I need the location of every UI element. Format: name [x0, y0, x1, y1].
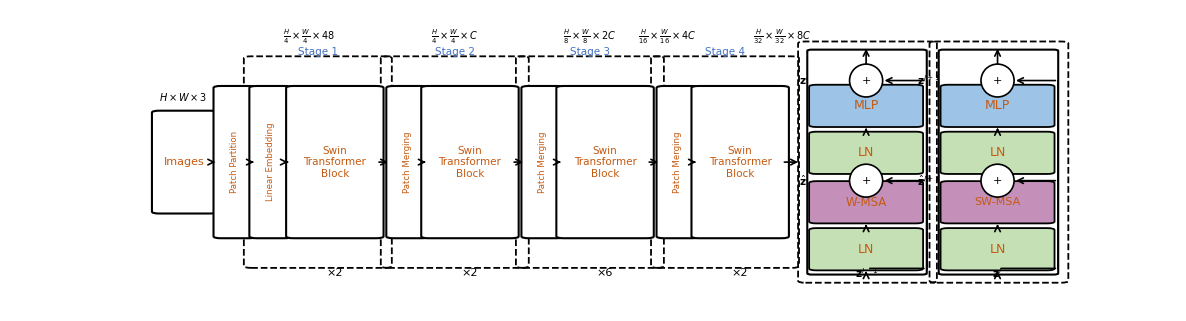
Text: Patch Partition: Patch Partition: [230, 131, 240, 193]
FancyBboxPatch shape: [940, 85, 1054, 127]
Text: $\frac{H}{8}\times\frac{W}{8}\times 2C$: $\frac{H}{8}\times\frac{W}{8}\times 2C$: [563, 28, 617, 46]
Text: $+$: $+$: [861, 175, 872, 186]
Text: Stage 2: Stage 2: [435, 47, 474, 57]
Text: $\mathbf{z}^{l}$: $\mathbf{z}^{l}$: [993, 266, 1002, 280]
FancyBboxPatch shape: [522, 86, 563, 238]
Text: $\frac{H}{4}\times\frac{W}{4}\times 48$: $\frac{H}{4}\times\frac{W}{4}\times 48$: [282, 28, 334, 46]
Text: Stage 1: Stage 1: [298, 47, 338, 57]
FancyBboxPatch shape: [421, 86, 518, 238]
Text: $\frac{H}{32}\times\frac{W}{32}\times 8C$: $\frac{H}{32}\times\frac{W}{32}\times 8C…: [753, 28, 812, 46]
FancyBboxPatch shape: [809, 132, 923, 174]
Text: SW-MSA: SW-MSA: [975, 197, 1021, 207]
Text: Patch Merging: Patch Merging: [674, 131, 682, 193]
Text: $\frac{H}{4}\times\frac{W}{4}\times C$: $\frac{H}{4}\times\frac{W}{4}\times C$: [432, 28, 478, 46]
Text: Patch Merging: Patch Merging: [538, 131, 547, 193]
Text: $+$: $+$: [993, 175, 1002, 186]
Text: LN: LN: [857, 243, 874, 256]
Text: $\mathbf{z}^{l-1}$: $\mathbf{z}^{l-1}$: [855, 266, 878, 280]
FancyBboxPatch shape: [809, 228, 923, 270]
Text: Swin
Transformer
Block: Swin Transformer Block: [574, 145, 637, 179]
Text: $H\times W\times 3$: $H\times W\times 3$: [159, 91, 208, 103]
Ellipse shape: [849, 64, 882, 97]
Text: ×2: ×2: [732, 268, 748, 278]
FancyBboxPatch shape: [940, 228, 1054, 270]
Text: $+$: $+$: [861, 75, 872, 86]
Text: W-MSA: W-MSA: [846, 196, 887, 209]
Text: Swin
Transformer
Block: Swin Transformer Block: [439, 145, 502, 179]
Text: Stage 4: Stage 4: [704, 47, 745, 57]
Text: Swin
Transformer
Block: Swin Transformer Block: [304, 145, 366, 179]
Text: ×2: ×2: [326, 268, 343, 278]
Text: MLP: MLP: [854, 100, 879, 112]
Text: Stage 3: Stage 3: [570, 47, 610, 57]
Text: LN: LN: [989, 243, 1006, 256]
FancyBboxPatch shape: [152, 111, 217, 213]
FancyBboxPatch shape: [940, 181, 1054, 223]
Ellipse shape: [981, 64, 1014, 97]
FancyBboxPatch shape: [286, 86, 383, 238]
Text: LN: LN: [989, 146, 1006, 159]
FancyBboxPatch shape: [809, 85, 923, 127]
Text: Swin
Transformer
Block: Swin Transformer Block: [709, 145, 772, 179]
Text: Patch Merging: Patch Merging: [403, 131, 412, 193]
FancyBboxPatch shape: [940, 132, 1054, 174]
Text: $\mathbf{z}^{l}$: $\mathbf{z}^{l}$: [799, 74, 809, 87]
Text: $+$: $+$: [993, 75, 1002, 86]
Text: MLP: MLP: [984, 100, 1010, 112]
Text: Linear Embedding: Linear Embedding: [266, 123, 275, 201]
Ellipse shape: [849, 164, 882, 197]
Text: ×6: ×6: [597, 268, 613, 278]
FancyBboxPatch shape: [657, 86, 699, 238]
Text: $\hat{\mathbf{z}}^{l}$: $\hat{\mathbf{z}}^{l}$: [799, 173, 809, 188]
FancyBboxPatch shape: [387, 86, 428, 238]
Ellipse shape: [981, 164, 1014, 197]
FancyBboxPatch shape: [809, 181, 923, 223]
Text: $\hat{\mathbf{z}}^{l+1}$: $\hat{\mathbf{z}}^{l+1}$: [918, 173, 940, 188]
Text: $\mathbf{z}^{l+1}$: $\mathbf{z}^{l+1}$: [918, 74, 940, 87]
Text: Images: Images: [164, 157, 205, 167]
Text: LN: LN: [857, 146, 874, 159]
Text: ×2: ×2: [461, 268, 478, 278]
FancyBboxPatch shape: [691, 86, 789, 238]
FancyBboxPatch shape: [556, 86, 653, 238]
Text: $\frac{H}{16}\times\frac{W}{16}\times 4C$: $\frac{H}{16}\times\frac{W}{16}\times 4C…: [638, 28, 697, 46]
FancyBboxPatch shape: [249, 86, 292, 238]
FancyBboxPatch shape: [213, 86, 256, 238]
